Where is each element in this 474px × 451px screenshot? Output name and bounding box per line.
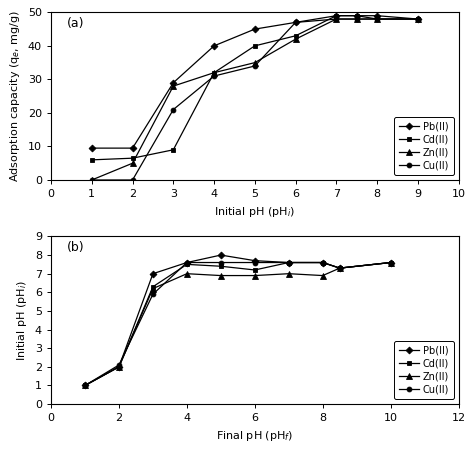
Zn(II) [252,60,258,65]
Pb(II) [286,260,292,265]
Zn(II) [130,161,136,166]
Zn(II) [89,177,95,183]
Zn(II) [171,83,176,89]
Pb(II) [337,265,343,271]
Cu(II) [82,383,88,388]
Line: Zn(II): Zn(II) [82,259,394,389]
Y-axis label: Adsorption capacity (q$_e$, mg/g): Adsorption capacity (q$_e$, mg/g) [9,10,22,182]
Cu(II) [150,291,156,297]
Zn(II) [252,273,258,278]
Cu(II) [252,63,258,69]
X-axis label: Final pH (pH$_f$): Final pH (pH$_f$) [216,428,293,443]
Cd(II) [252,267,258,273]
Pb(II) [252,27,258,32]
Cd(II) [89,157,95,162]
Zn(II) [211,70,217,75]
Cd(II) [211,70,217,75]
Cu(II) [337,265,343,271]
Line: Cu(II): Cu(II) [90,17,420,182]
Zn(II) [334,16,339,22]
Cd(II) [252,43,258,49]
Cd(II) [150,284,156,290]
Pb(II) [184,260,190,265]
Pb(II) [354,13,360,18]
Zn(II) [374,16,380,22]
Zn(II) [320,273,326,278]
Line: Cu(II): Cu(II) [82,260,393,388]
Line: Cd(II): Cd(II) [82,260,393,388]
Cu(II) [130,177,136,183]
Cu(II) [286,260,292,265]
Cu(II) [415,16,421,22]
Cu(II) [218,260,224,265]
Zn(II) [82,383,88,388]
Cu(II) [89,177,95,183]
Pb(II) [171,80,176,85]
Cu(II) [388,260,393,265]
Cd(II) [354,13,360,18]
Line: Zn(II): Zn(II) [89,16,421,183]
Zn(II) [150,286,156,291]
Pb(II) [89,145,95,151]
Pb(II) [130,145,136,151]
Cd(II) [374,16,380,22]
Text: (a): (a) [67,17,85,30]
Text: (b): (b) [67,241,85,254]
Zn(II) [116,364,122,369]
Pb(II) [388,260,393,265]
Pb(II) [82,383,88,388]
Cu(II) [116,362,122,368]
Cu(II) [252,260,258,265]
Pb(II) [211,43,217,49]
Cd(II) [82,383,88,388]
Cd(II) [334,13,339,18]
Pb(II) [150,271,156,276]
Cd(II) [184,262,190,267]
Zn(II) [184,271,190,276]
Cd(II) [337,265,343,271]
Cu(II) [211,74,217,79]
Y-axis label: Initial pH (pH$_i$): Initial pH (pH$_i$) [15,280,29,361]
Line: Pb(II): Pb(II) [90,13,420,151]
Cd(II) [171,147,176,152]
Pb(II) [293,20,299,25]
Cu(II) [293,20,299,25]
Cd(II) [388,260,393,265]
Cu(II) [334,16,339,22]
Line: Cd(II): Cd(II) [90,13,420,162]
Pb(II) [320,260,326,265]
Pb(II) [374,13,380,18]
X-axis label: Initial pH (pH$_i$): Initial pH (pH$_i$) [214,205,295,219]
Cu(II) [374,16,380,22]
Cd(II) [286,260,292,265]
Zn(II) [415,16,421,22]
Pb(II) [415,16,421,22]
Cd(II) [415,16,421,22]
Zn(II) [354,16,360,22]
Pb(II) [252,258,258,263]
Cu(II) [184,260,190,265]
Cu(II) [320,260,326,265]
Cd(II) [130,156,136,161]
Cu(II) [171,107,176,112]
Zn(II) [293,37,299,42]
Zn(II) [286,271,292,276]
Zn(II) [337,265,343,271]
Cd(II) [320,260,326,265]
Cd(II) [116,364,122,369]
Pb(II) [116,364,122,369]
Cd(II) [293,33,299,38]
Cu(II) [354,16,360,22]
Legend: Pb(II), Cd(II), Zn(II), Cu(II): Pb(II), Cd(II), Zn(II), Cu(II) [394,341,454,399]
Line: Pb(II): Pb(II) [82,253,393,388]
Zn(II) [388,260,393,265]
Zn(II) [218,273,224,278]
Legend: Pb(II), Cd(II), Zn(II), Cu(II): Pb(II), Cd(II), Zn(II), Cu(II) [394,117,454,175]
Pb(II) [334,13,339,18]
Pb(II) [218,253,224,258]
Cd(II) [218,263,224,269]
